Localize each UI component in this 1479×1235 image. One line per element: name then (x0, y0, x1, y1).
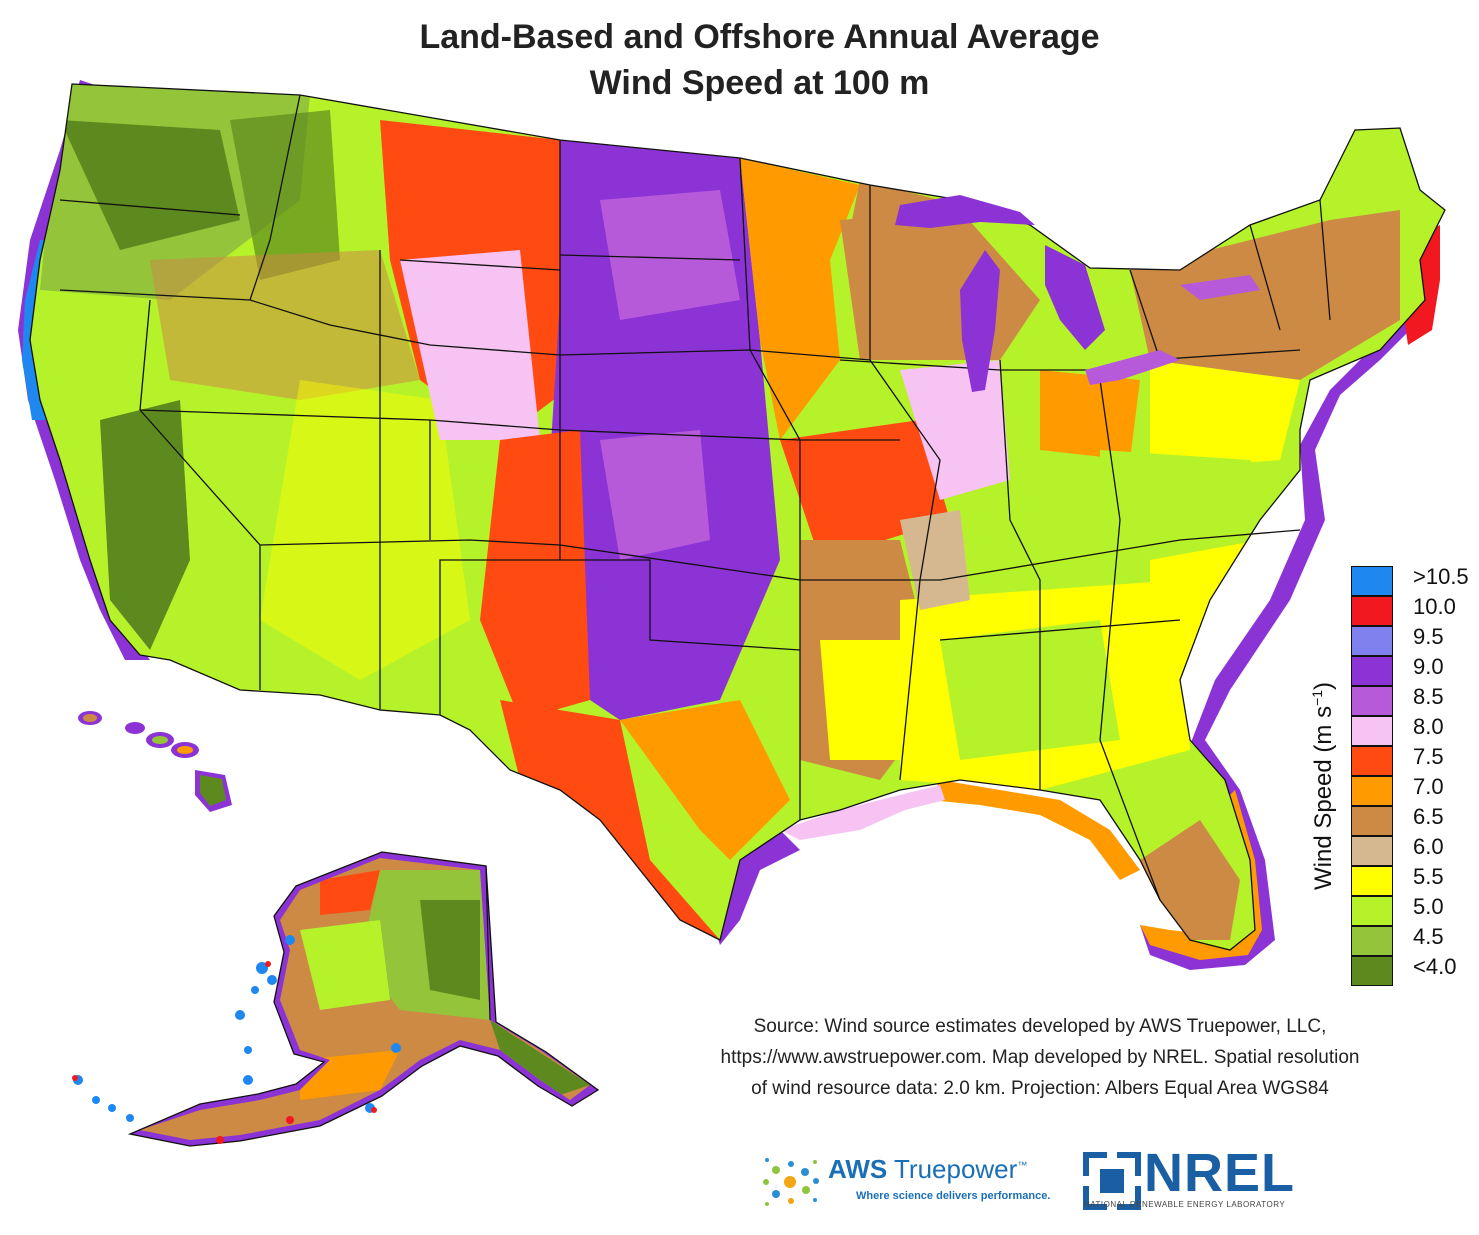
legend-label: 9.5 (1413, 624, 1444, 649)
alaska (72, 851, 600, 1147)
legend-swatch (1351, 866, 1393, 896)
legend-label: 10.0 (1413, 594, 1456, 619)
state-boundaries (29, 83, 1446, 951)
legend-entry: 7.0 (1351, 774, 1479, 806)
legend-swatch (1351, 686, 1393, 716)
legend-label: 7.5 (1413, 744, 1444, 769)
hawaii (78, 711, 232, 812)
source-note: Source: Wind source estimates developed … (640, 1011, 1440, 1104)
legend-label: 7.0 (1413, 774, 1444, 799)
legend-label: 6.0 (1413, 834, 1444, 859)
legend-entry: 6.0 (1351, 834, 1479, 866)
legend-label: <4.0 (1413, 954, 1457, 979)
legend-title: Wind Speed (m s−1) (1309, 681, 1337, 890)
legend-label: 6.5 (1413, 804, 1444, 829)
legend-entry: 8.5 (1351, 684, 1479, 716)
great-lakes (895, 195, 1260, 392)
legend-entry: 8.0 (1351, 714, 1479, 746)
legend-entry: 9.0 (1351, 654, 1479, 686)
legend-label: 5.5 (1413, 864, 1444, 889)
legend-label: 9.0 (1413, 654, 1444, 679)
legend-entry: 9.5 (1351, 624, 1479, 656)
legend-swatch (1351, 896, 1393, 926)
legend-label: 5.0 (1413, 894, 1444, 919)
map-title-line1: Land-Based and Offshore Annual Average (419, 18, 1100, 56)
legend-label: 4.5 (1413, 924, 1444, 949)
legend-swatch (1351, 926, 1393, 956)
aws-tagline: Where science delivers performance. (856, 1190, 1051, 1202)
legend-swatch (1351, 626, 1393, 656)
legend-label: 8.0 (1413, 714, 1444, 739)
legend-swatch (1351, 746, 1393, 776)
legend-swatch (1351, 596, 1393, 626)
legend-entry: 10.0 (1351, 594, 1479, 626)
nrel-logo-mark (1083, 1152, 1141, 1210)
legend-entry: <4.0 (1351, 954, 1479, 986)
map-title: Land-Based and Offshore Annual Average W… (0, 14, 1479, 106)
legend-entry: >10.5 (1351, 564, 1479, 596)
legend-entry: 6.5 (1351, 804, 1479, 836)
nrel-wordmark: NREL (1144, 1143, 1295, 1203)
source-line2: https://www.awstruepower.com. Map develo… (720, 1047, 1360, 1068)
nrel-tagline: NATIONAL RENEWABLE ENERGY LABORATORY (1084, 1200, 1286, 1209)
legend-swatch (1351, 956, 1393, 986)
legend-swatch (1351, 656, 1393, 686)
legend-swatch (1351, 776, 1393, 806)
legend-swatch (1351, 716, 1393, 746)
map-title-line2: Wind Speed at 100 m (589, 64, 930, 102)
source-line1: Source: Wind source estimates developed … (753, 1016, 1327, 1037)
legend-entry: 7.5 (1351, 744, 1479, 776)
legend-swatch (1351, 836, 1393, 866)
legend-entry: 4.5 (1351, 924, 1479, 956)
nrel-logo: NREL NATIONAL RENEWABLE ENERGY LABORATOR… (1082, 1143, 1312, 1214)
aws-logo-mark (763, 1158, 819, 1206)
legend-label: >10.5 (1413, 564, 1469, 589)
legend-label: 8.5 (1413, 684, 1444, 709)
aws-truepower-logo: AWS Truepower™ Where science delivers pe… (760, 1150, 1070, 1214)
legend-swatch (1351, 566, 1393, 596)
legend-swatch (1351, 806, 1393, 836)
source-line3: of wind resource data: 2.0 km. Projectio… (751, 1078, 1329, 1099)
aws-wordmark: AWS Truepower™ (828, 1154, 1028, 1184)
legend-entry: 5.5 (1351, 864, 1479, 896)
legend-entry: 5.0 (1351, 894, 1479, 926)
